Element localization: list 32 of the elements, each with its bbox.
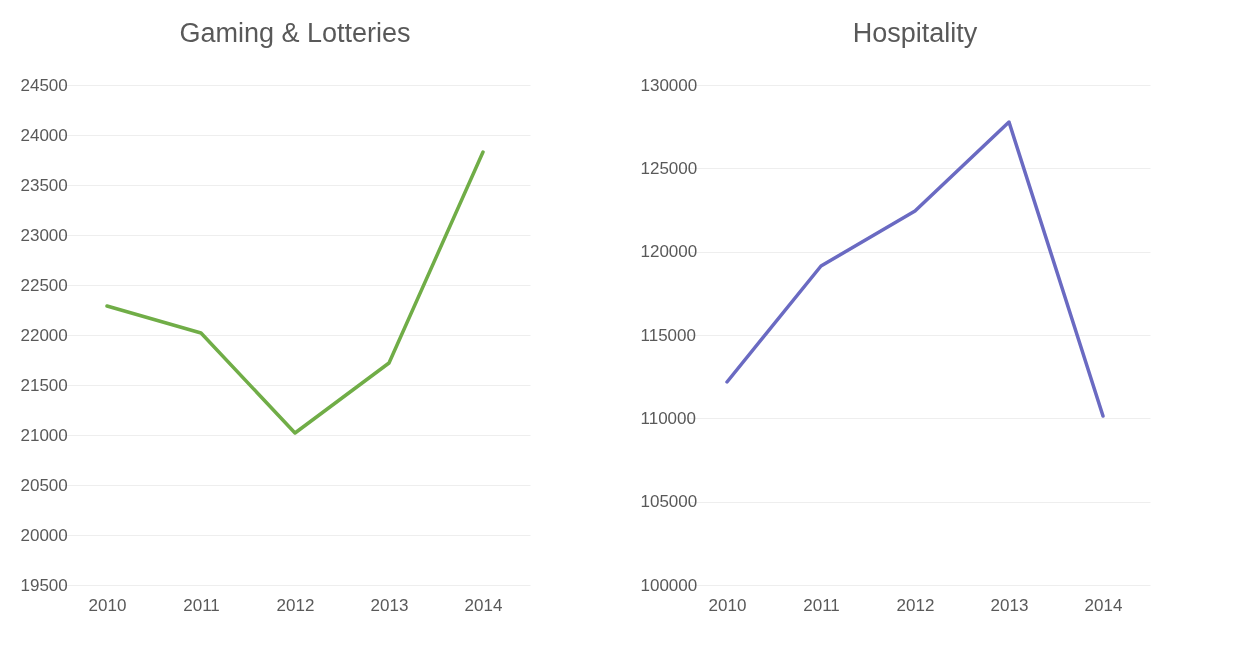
y-tick-label: 120000 (640, 242, 698, 262)
x-tick-label: 2012 (276, 595, 315, 615)
line-series (725, 120, 1105, 418)
y-tick-label: 125000 (640, 158, 698, 178)
y-tick-label: 22000 (20, 325, 68, 345)
x-tick-label: 2011 (803, 595, 840, 615)
y-tick-label: 20000 (20, 525, 68, 545)
y-tick-label: 24000 (20, 125, 68, 145)
y-tick-label: 20500 (20, 475, 68, 495)
y-tick-label: 100000 (640, 575, 698, 595)
y-tick-label: 110000 (640, 408, 696, 428)
x-tick-label: 2014 (1084, 595, 1123, 615)
x-tick-label: 2010 (88, 595, 127, 615)
x-tick-label: 2010 (708, 595, 747, 615)
x-tick-label: 2012 (896, 595, 935, 615)
y-tick-label: 23500 (20, 175, 68, 195)
x-tick-label: 2011 (183, 595, 220, 615)
y-tick-label: 115000 (640, 325, 696, 345)
x-tick-label: 2014 (464, 595, 503, 615)
y-tick-label: 21000 (20, 425, 68, 445)
x-tick-label: 2013 (370, 595, 409, 615)
y-tick-label: 24500 (20, 75, 68, 95)
chart-title: Hospitality (852, 18, 978, 48)
x-tick-label: 2013 (990, 595, 1029, 615)
y-tick-label: 21500 (20, 375, 68, 395)
y-tick-label: 22500 (20, 275, 68, 295)
y-tick-label: 19500 (20, 575, 68, 595)
line-series (105, 150, 485, 435)
y-tick-label: 23000 (20, 225, 68, 245)
chart-title: Gaming & Lotteries (179, 18, 411, 48)
y-tick-label: 130000 (640, 75, 698, 95)
y-tick-label: 105000 (640, 492, 698, 512)
